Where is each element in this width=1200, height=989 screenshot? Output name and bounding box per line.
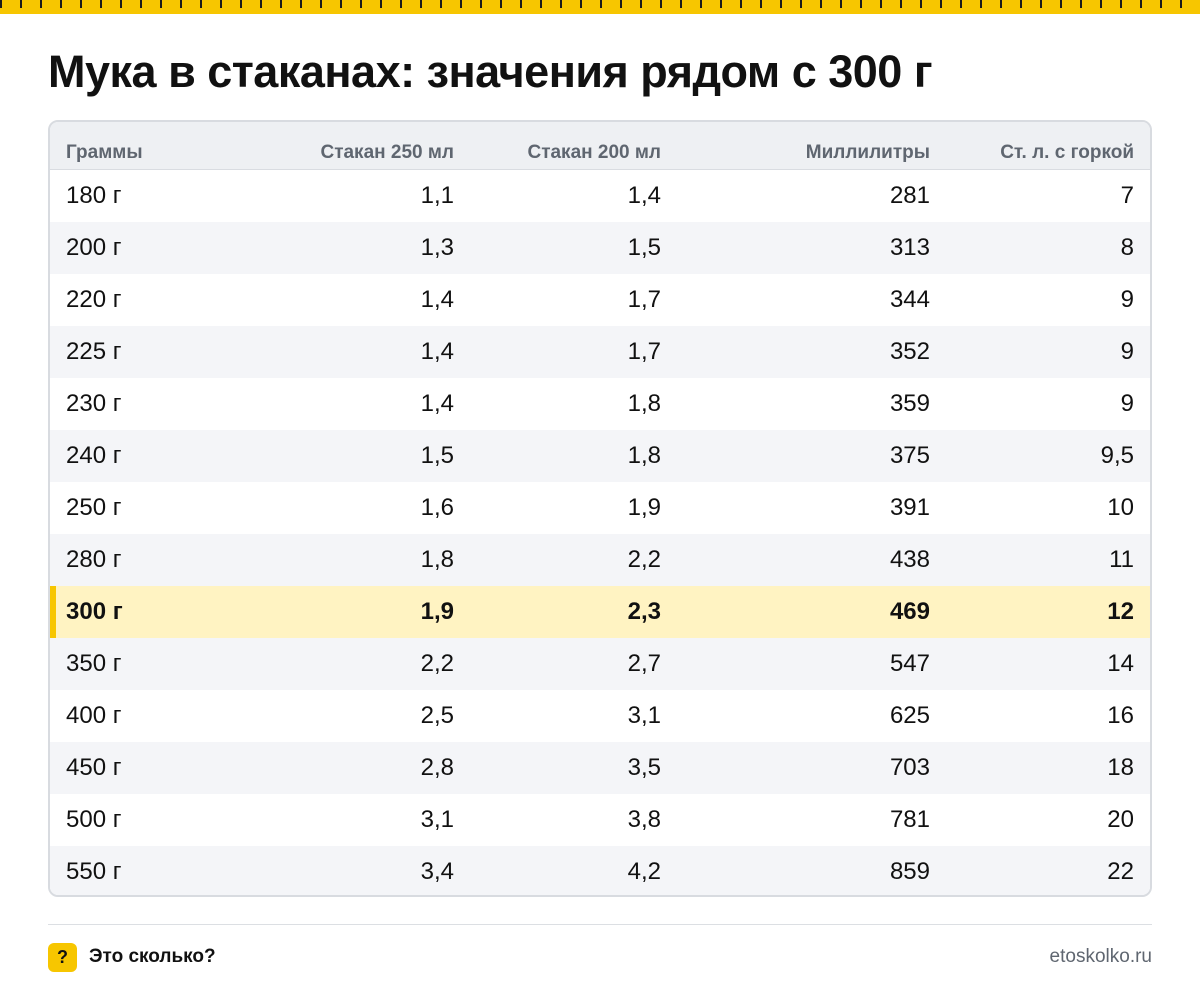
column-header-cup-250: Стакан 250 мл (320, 142, 454, 163)
cell-cup-250: 1,8 (420, 546, 454, 573)
cell-milliliters: 352 (889, 338, 930, 365)
cell-cup-250: 1,9 (420, 598, 454, 625)
table-row: 220 г 1,4 1,7 344 9 (50, 274, 1150, 326)
ruler-stripe (0, 0, 1200, 14)
table-body: 180 г 1,1 1,4 281 7 200 г 1,3 1,5 313 8 220 г 1,4 1,… (50, 170, 1150, 895)
conversion-table: Граммы Стакан 250 мл Стакан 200 мл Милли… (48, 120, 1152, 897)
cell-milliliters: 781 (889, 806, 930, 833)
brand-name: Это сколько? (89, 946, 216, 967)
cell-milliliters: 547 (889, 650, 930, 677)
cell-grams: 250 г (66, 494, 122, 521)
cell-cup-250: 3,4 (420, 858, 454, 885)
cell-milliliters: 375 (889, 442, 930, 469)
cell-tablespoons: 8 (1120, 234, 1134, 261)
cell-grams: 280 г (66, 546, 122, 573)
table-row: 230 г 1,4 1,8 359 9 (50, 378, 1150, 430)
cell-grams: 220 г (66, 286, 122, 313)
table-row: 225 г 1,4 1,7 352 9 (50, 326, 1150, 378)
cell-tablespoons: 9,5 (1100, 442, 1134, 469)
cell-cup-250: 1,1 (420, 182, 454, 209)
cell-milliliters: 391 (889, 494, 930, 521)
table-row: 180 г 1,1 1,4 281 7 (50, 170, 1150, 222)
cell-cup-200: 2,7 (627, 650, 661, 677)
cell-grams: 350 г (66, 650, 122, 677)
table-row: 400 г 2,5 3,1 625 16 (50, 690, 1150, 742)
cell-tablespoons: 16 (1107, 702, 1134, 729)
cell-cup-200: 1,7 (627, 286, 661, 313)
cell-cup-250: 1,4 (420, 390, 454, 417)
cell-grams: 200 г (66, 234, 122, 261)
cell-tablespoons: 9 (1120, 338, 1134, 365)
question-mark-icon: ? (48, 942, 77, 972)
cell-grams: 550 г (66, 858, 122, 885)
table-row: 280 г 1,8 2,2 438 11 (50, 534, 1150, 586)
cell-tablespoons: 22 (1107, 858, 1134, 885)
cell-cup-250: 2,5 (420, 702, 454, 729)
cell-milliliters: 359 (889, 390, 930, 417)
cell-milliliters: 469 (889, 598, 930, 625)
table-row: 240 г 1,5 1,8 375 9,5 (50, 430, 1150, 482)
cell-cup-200: 3,8 (627, 806, 661, 833)
cell-cup-250: 1,4 (420, 338, 454, 365)
cell-milliliters: 438 (889, 546, 930, 573)
column-header-tablespoons: Ст. л. с горкой (1000, 142, 1134, 163)
cell-grams: 400 г (66, 702, 122, 729)
cell-cup-200: 1,9 (627, 494, 661, 521)
column-header-milliliters: Миллилитры (805, 142, 930, 163)
cell-grams: 300 г (66, 598, 123, 625)
cell-grams: 180 г (66, 182, 122, 209)
footer-divider (48, 924, 1152, 925)
column-header-grams: Граммы (66, 142, 143, 163)
cell-cup-200: 1,5 (627, 234, 661, 261)
column-header-cup-200: Стакан 200 мл (527, 142, 661, 163)
cell-milliliters: 281 (889, 182, 930, 209)
cell-grams: 225 г (66, 338, 122, 365)
cell-milliliters: 344 (889, 286, 930, 313)
cell-milliliters: 859 (889, 858, 930, 885)
cell-cup-250: 1,5 (420, 442, 454, 469)
cell-tablespoons: 7 (1120, 182, 1134, 209)
cell-tablespoons: 14 (1107, 650, 1134, 677)
cell-tablespoons: 9 (1120, 390, 1134, 417)
cell-milliliters: 313 (889, 234, 930, 261)
cell-cup-250: 2,8 (420, 754, 454, 781)
cell-cup-250: 2,2 (420, 650, 454, 677)
table-row: 450 г 2,8 3,5 703 18 (50, 742, 1150, 794)
cell-cup-250: 1,6 (420, 494, 454, 521)
cell-tablespoons: 9 (1120, 286, 1134, 313)
cell-tablespoons: 18 (1107, 754, 1134, 781)
cell-cup-200: 1,8 (627, 390, 661, 417)
brand: ? Это сколько? (48, 942, 216, 972)
cell-cup-250: 3,1 (420, 806, 454, 833)
cell-milliliters: 625 (889, 702, 930, 729)
table-row-highlighted: 300 г 1,9 2,3 469 12 (50, 586, 1150, 638)
cell-grams: 240 г (66, 442, 122, 469)
table-row: 500 г 3,1 3,8 781 20 (50, 794, 1150, 846)
table-row: 200 г 1,3 1,5 313 8 (50, 222, 1150, 274)
site-url: etoskolko.ru (1049, 946, 1152, 967)
cell-grams: 230 г (66, 390, 122, 417)
cell-cup-200: 1,4 (627, 182, 661, 209)
cell-cup-200: 1,8 (627, 442, 661, 469)
table-header: Граммы Стакан 250 мл Стакан 200 мл Милли… (50, 122, 1150, 170)
cell-tablespoons: 11 (1109, 546, 1134, 573)
cell-cup-250: 1,4 (420, 286, 454, 313)
cell-cup-200: 3,1 (627, 702, 661, 729)
cell-cup-200: 2,2 (627, 546, 661, 573)
cell-tablespoons: 10 (1107, 494, 1134, 521)
cell-tablespoons: 20 (1107, 806, 1134, 833)
table-row: 250 г 1,6 1,9 391 10 (50, 482, 1150, 534)
page-title: Мука в стаканах: значения рядом с 300 г (48, 46, 933, 97)
cell-cup-200: 1,7 (627, 338, 661, 365)
cell-cup-200: 2,3 (627, 598, 661, 625)
table-row: 550 г 3,4 4,2 859 22 (50, 846, 1150, 895)
cell-tablespoons: 12 (1107, 598, 1134, 625)
cell-grams: 500 г (66, 806, 122, 833)
cell-cup-200: 4,2 (627, 858, 661, 885)
cell-cup-200: 3,5 (627, 754, 661, 781)
cell-milliliters: 703 (889, 754, 930, 781)
cell-cup-250: 1,3 (420, 234, 454, 261)
table-row: 350 г 2,2 2,7 547 14 (50, 638, 1150, 690)
cell-grams: 450 г (66, 754, 122, 781)
